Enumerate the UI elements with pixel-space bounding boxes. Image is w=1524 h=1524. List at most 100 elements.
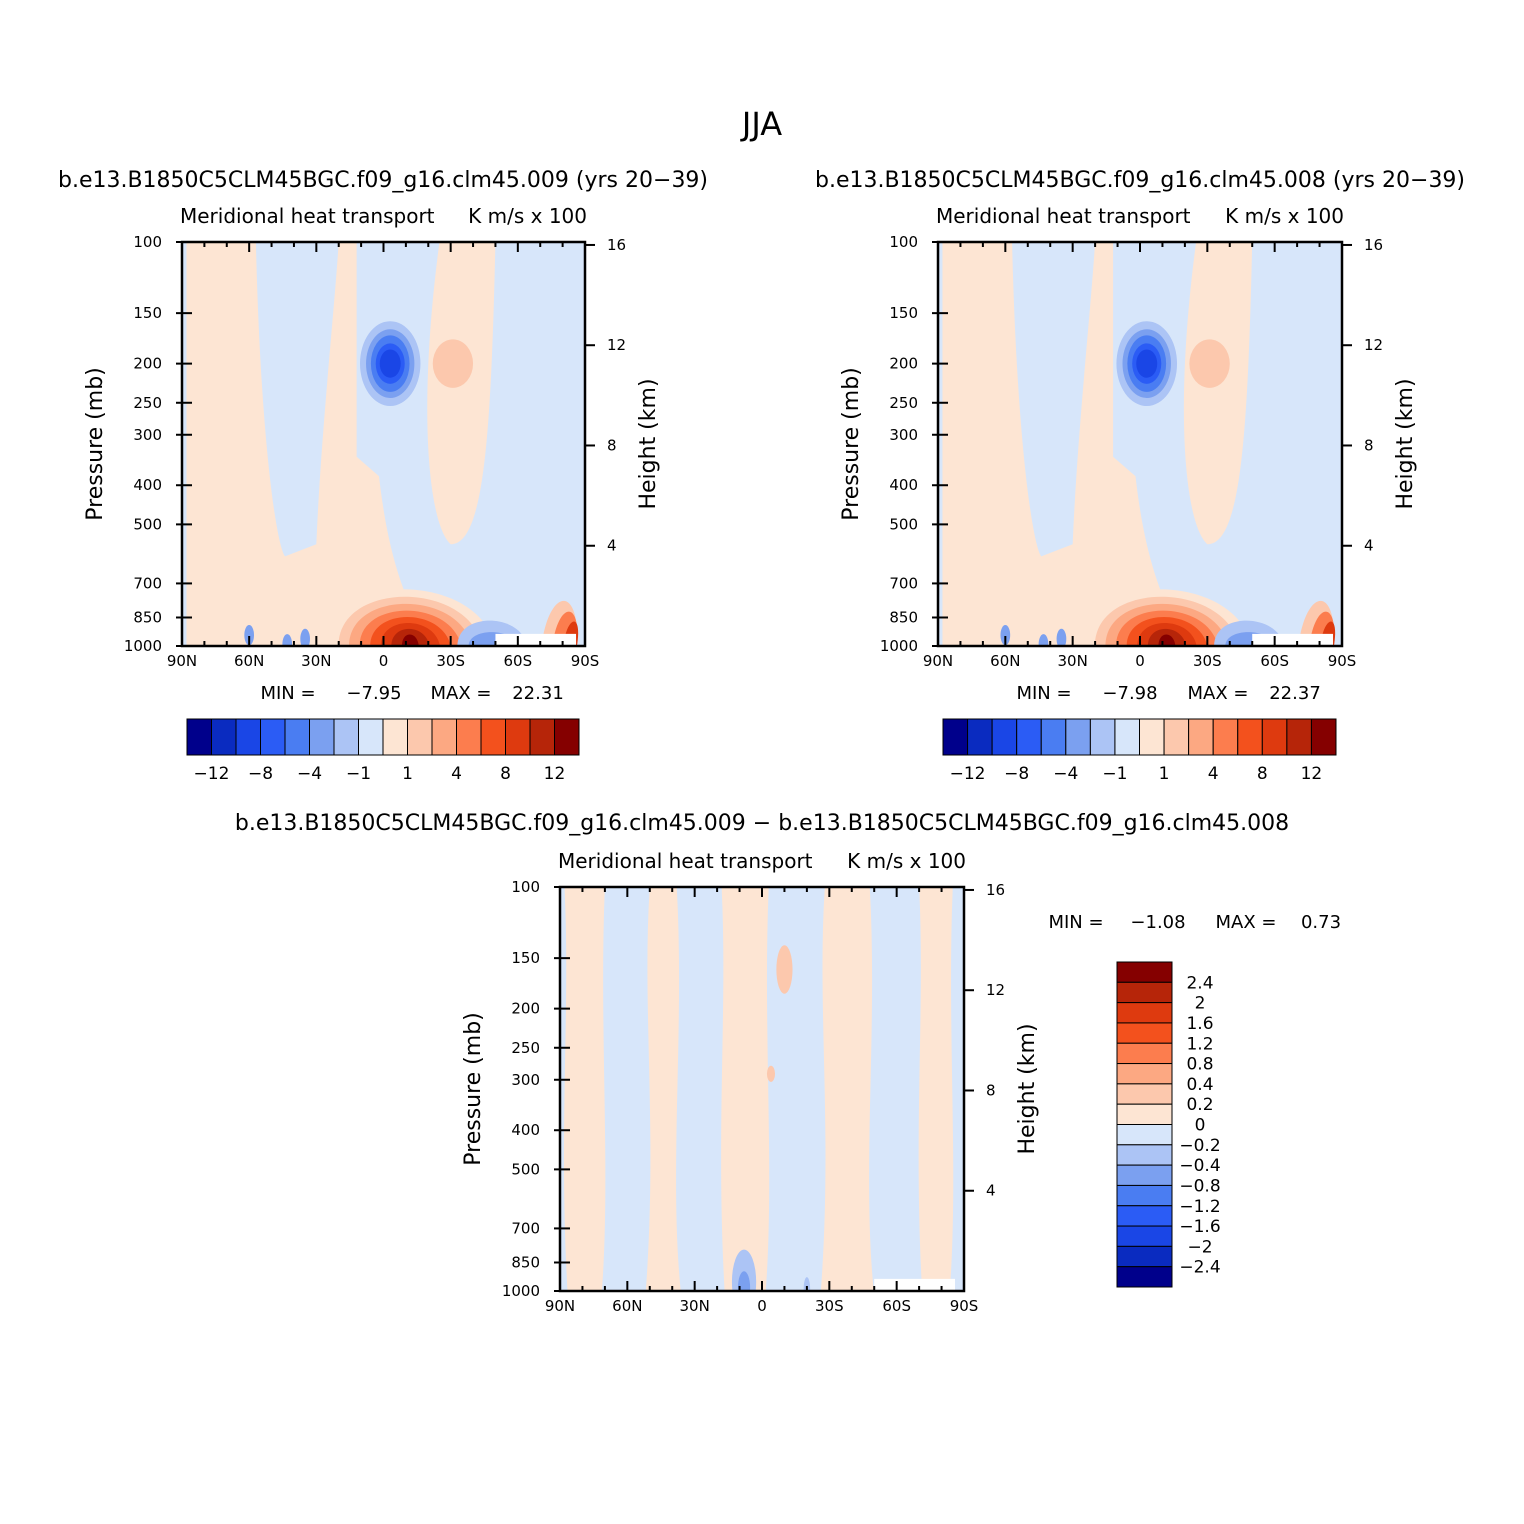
x-tick-label: 60S: [1260, 652, 1289, 670]
colorbar-label: 1: [1159, 764, 1170, 784]
contour-fills: [186, 242, 579, 646]
max-label: MAX =: [431, 683, 492, 704]
colorbar-box: [1114, 718, 1140, 756]
y-tick-label: 850: [511, 1253, 540, 1271]
y-tick-label: 1000: [124, 637, 162, 655]
units-label: K m/s x 100: [847, 849, 966, 873]
y-tick-label: 150: [889, 304, 918, 322]
colorbar-label: 0.8: [1186, 1055, 1213, 1075]
colorbar-box: [1116, 1144, 1173, 1166]
colorbar-label: 1.6: [1186, 1014, 1213, 1034]
colorbar-box: [382, 718, 408, 756]
x-tick-label: 90S: [1328, 652, 1357, 670]
y-tick-label: 850: [889, 608, 918, 626]
colorbar-label: 8: [500, 764, 511, 784]
colorbar-label: −1: [1102, 764, 1127, 784]
max-label: MAX =: [1188, 683, 1249, 704]
nh-surface-negative-0: [244, 625, 255, 646]
colorbar-box: [211, 718, 237, 756]
x-tick-label: 30N: [301, 652, 331, 670]
panel-title: b.e13.B1850C5CLM45BGC.f09_g16.clm45.009 …: [235, 811, 1289, 836]
panel-diff: b.e13.B1850C5CLM45BGC.f09_g16.clm45.009 …: [235, 811, 1341, 1315]
x-tick-label: 60N: [612, 1297, 642, 1315]
colorbar-box: [260, 718, 286, 756]
positive-band-2: [721, 887, 770, 1291]
nh-surface-negative-2: [282, 634, 293, 646]
y2-tick-label: 4: [986, 1182, 996, 1200]
y-tick-label: 1000: [880, 637, 918, 655]
nh-surface-negative-2: [1038, 634, 1049, 646]
y-tick-label: 150: [511, 949, 540, 967]
y2-tick-label: 8: [607, 436, 617, 454]
colorbar-label: −12: [194, 764, 230, 784]
y-tick-label: 500: [511, 1160, 540, 1178]
x-tick-label: 60S: [504, 652, 533, 670]
colorbar-box: [1040, 718, 1067, 756]
small-positive-blob: [766, 1065, 776, 1082]
colorbar-label: 0.2: [1186, 1095, 1213, 1115]
colorbar-label: −1.2: [1179, 1197, 1220, 1217]
positive-region-sh: [1183, 242, 1253, 545]
colorbar-box: [1116, 1063, 1173, 1085]
colorbar-box: [1116, 981, 1173, 1004]
y-tick-label: 300: [133, 426, 162, 444]
nh-surface-negative-1: [1056, 628, 1067, 646]
colorbar-label: −1.6: [1179, 1217, 1220, 1237]
colorbar-box: [1116, 1266, 1173, 1288]
y2-tick-label: 12: [607, 336, 626, 354]
colorbar-label: 4: [451, 764, 462, 784]
max-label: MAX =: [1216, 912, 1277, 933]
min-value: −7.98: [1102, 683, 1157, 704]
y-tick-label: 300: [889, 426, 918, 444]
missing-data-strip: [495, 633, 577, 646]
x-tick-label: 30S: [436, 652, 465, 670]
positive-band-4: [918, 887, 954, 1291]
y-tick-label: 250: [889, 394, 918, 412]
colorbar-box: [1116, 1022, 1173, 1044]
nh-surface-negative-1: [300, 628, 310, 646]
y-tick-label: 700: [889, 574, 918, 592]
min-value: −1.08: [1130, 912, 1185, 933]
colorbar-box: [1116, 1164, 1173, 1186]
y2-axis-label: Height (km): [1393, 378, 1418, 509]
max-value: 22.31: [512, 683, 564, 704]
colorbar-label: 8: [1257, 764, 1268, 784]
colorbar-box: [309, 718, 335, 756]
colorbar-label: 12: [544, 764, 566, 784]
variable-label: Meridional heat transport: [936, 204, 1191, 228]
y-tick-label: 250: [133, 394, 162, 412]
y-tick-label: 500: [889, 515, 918, 533]
positive-band-0: [564, 887, 606, 1291]
colorbar-box: [1016, 718, 1042, 756]
y2-tick-label: 12: [986, 981, 1005, 999]
missing-data-strip: [1252, 633, 1334, 646]
positive-band-3: [820, 887, 874, 1291]
y-tick-label: 400: [889, 476, 918, 494]
y-tick-label: 700: [133, 574, 162, 592]
nh-surface-negative-0: [1000, 625, 1011, 646]
colorbar-label: −12: [950, 764, 986, 784]
colorbar-box: [1212, 718, 1239, 756]
colorbar-box: [1116, 1103, 1173, 1125]
x-tick-label: 0: [1135, 652, 1145, 670]
colorbar-box: [1116, 1245, 1173, 1268]
positive-region-sh: [427, 242, 496, 545]
positive-band-1: [645, 887, 681, 1291]
y2-tick-label: 16: [1364, 236, 1383, 254]
y2-tick-label: 4: [607, 537, 617, 555]
colorbar-box: [1089, 718, 1116, 756]
y-tick-label: 300: [511, 1071, 540, 1089]
y2-tick-label: 4: [1364, 537, 1374, 555]
x-tick-label: 60N: [990, 652, 1020, 670]
missing-data-strip: [874, 1278, 956, 1291]
colorbar-box: [235, 718, 261, 756]
colorbar-box: [480, 718, 506, 756]
upper-positive-blob: [776, 945, 793, 994]
y-axis-label: Pressure (mb): [83, 367, 108, 521]
colorbar-label: −0.4: [1179, 1156, 1220, 1176]
x-tick-label: 30N: [1058, 652, 1088, 670]
colorbar-box: [554, 718, 580, 756]
panel-title: b.e13.B1850C5CLM45BGC.f09_g16.clm45.009 …: [58, 168, 708, 193]
x-tick-label: 30S: [1193, 652, 1222, 670]
colorbar-box: [1116, 1042, 1173, 1065]
